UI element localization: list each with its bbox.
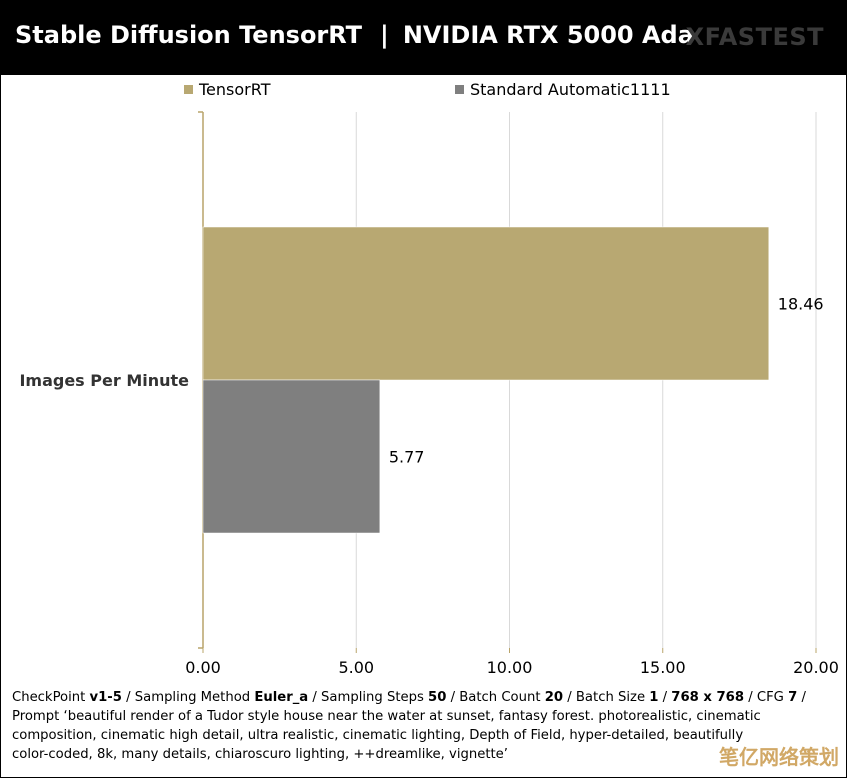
settings-run-4: / Sampling Steps (308, 690, 429, 705)
settings-run-6: / Batch Count (446, 690, 545, 705)
settings-run-9: 1 (649, 690, 659, 705)
title-separator: | (380, 21, 389, 49)
prompt-line-3: color-coded, 8k, many details, chiaroscu… (12, 747, 508, 762)
legend-swatch-tensorrt (184, 84, 193, 94)
data-label: 5.77 (389, 448, 425, 467)
settings-run-14: / (797, 690, 806, 705)
category-label: Images Per Minute (19, 371, 189, 390)
legend-item-tensorrt: TensorRT (184, 78, 270, 100)
x-tick-label: 15.00 (640, 658, 686, 677)
brand-logo: XFASTEST (685, 23, 824, 51)
watermark: 笔亿网络策划 (719, 745, 839, 769)
settings-footer: CheckPoint v1-5 / Sampling Method Euler_… (12, 688, 812, 764)
settings-run-7: 20 (544, 690, 564, 705)
legend-label-tensorrt: TensorRT (199, 79, 271, 99)
settings-run-5: 50 (428, 690, 447, 705)
bar-chart: 0.00 5.00 10.00 15.00 20.00 18.46 5.77 Images P… (19, 111, 839, 677)
legend-item-standard: Standard Automatic1111 (455, 78, 671, 100)
settings-line: CheckPoint v1-5 / Sampling Method Euler_… (12, 688, 812, 707)
settings-run-10: / (658, 690, 672, 705)
prompt-line-2: composition, cinematic high detail, ultr… (12, 728, 744, 743)
legend-label-standard: Standard Automatic1111 (470, 79, 671, 99)
settings-run-1: v1-5 (89, 690, 122, 705)
bar-standard (202, 379, 381, 534)
settings-run-13: 7 (788, 690, 798, 705)
x-tick-label: 0.00 (185, 658, 221, 677)
settings-run-0: CheckPoint (12, 690, 90, 705)
x-tick-label: 5.00 (338, 658, 374, 677)
x-tick-label: 10.00 (487, 658, 533, 677)
settings-run-8: / Batch Size (563, 690, 650, 705)
data-label: 18.46 (778, 295, 824, 314)
chart-title: Stable Diffusion TensorRT | NVIDIA RTX 500… (15, 21, 694, 49)
x-tick-label: 20.00 (793, 658, 839, 677)
legend-swatch-standard (455, 84, 464, 94)
header-bar: Stable Diffusion TensorRT | NVIDIA RTX 500… (1, 1, 846, 75)
settings-run-3: Euler_a (254, 690, 309, 705)
bar-tensorrt (202, 226, 770, 381)
prompt-line-1: Prompt ‘beautiful render of a Tudor styl… (12, 709, 761, 724)
settings-run-11: 768 x 768 (671, 690, 745, 705)
title-right: NVIDIA RTX 5000 Ada (402, 21, 694, 49)
title-left: Stable Diffusion TensorRT (15, 21, 363, 49)
settings-run-12: / CFG (744, 690, 789, 705)
settings-run-2: / Sampling Method (121, 690, 255, 705)
